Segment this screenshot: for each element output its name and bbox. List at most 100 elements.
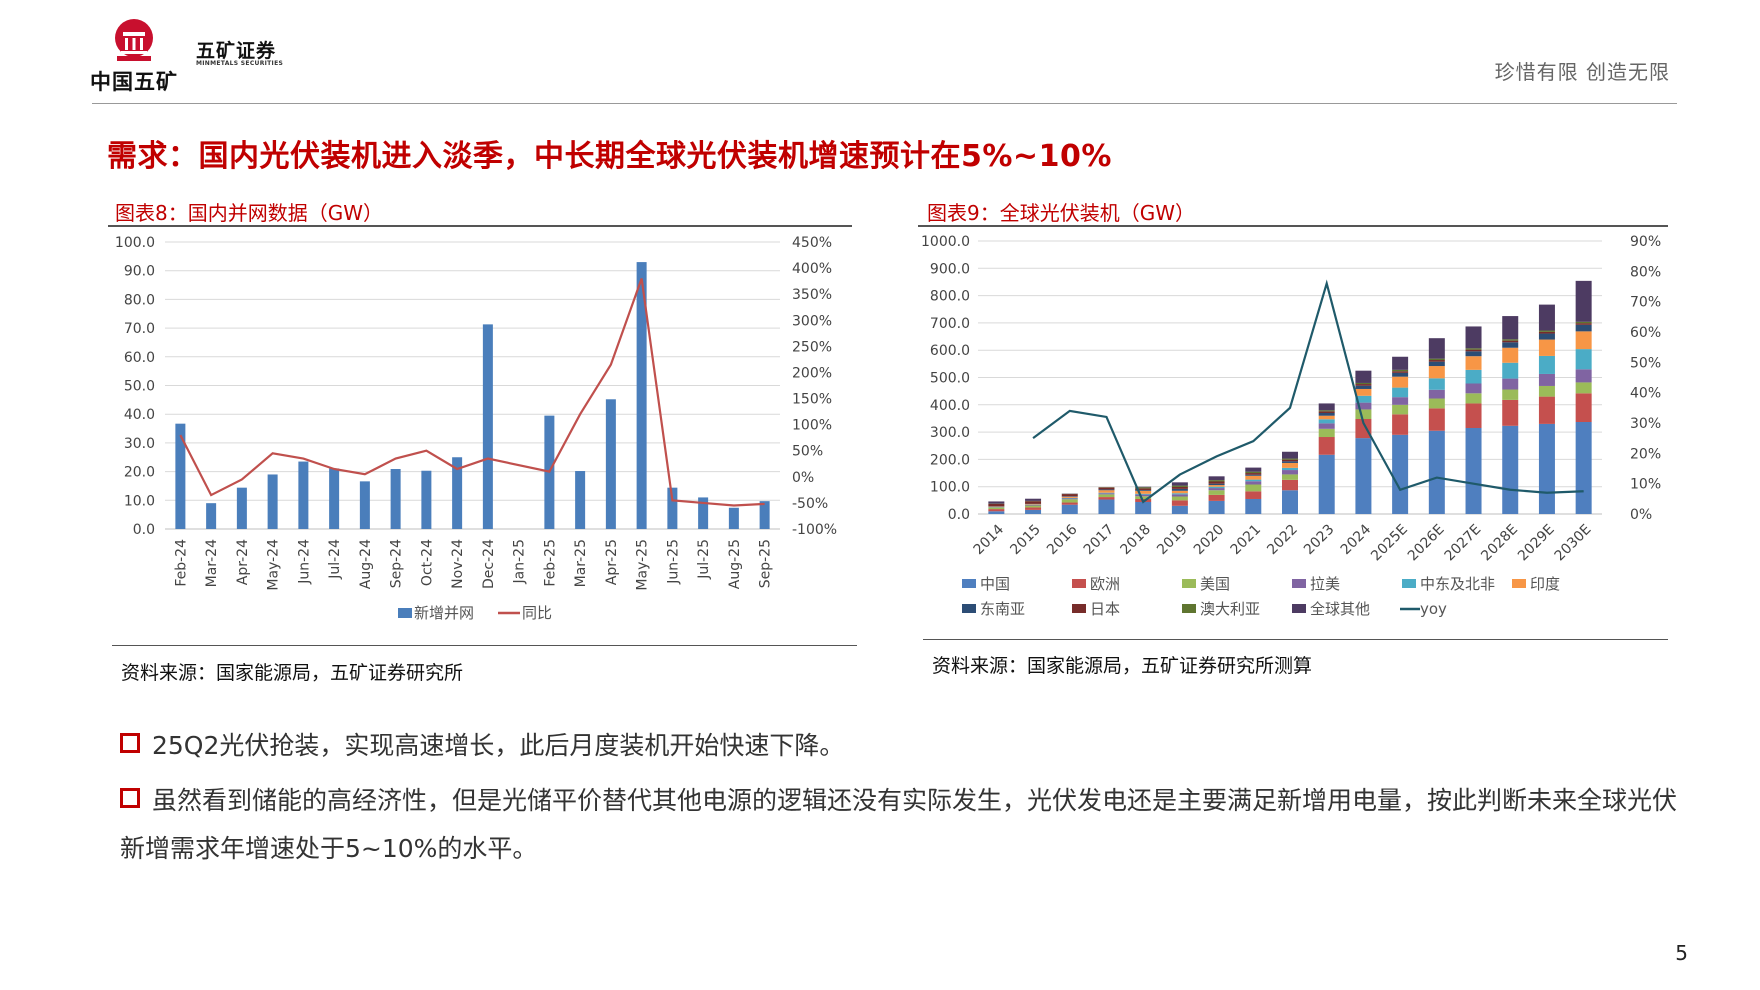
stacked-bar-segment	[1538, 304, 1555, 331]
stacked-bar-segment	[1465, 351, 1482, 357]
bar	[698, 497, 709, 529]
stacked-bar-segment	[1208, 494, 1225, 501]
china-minmetals-logo-icon	[115, 19, 153, 61]
y2-tick-label: 80%	[1630, 264, 1661, 280]
company-name-en: MINMETALS SECURITIES	[196, 60, 284, 67]
y-tick-label: 50.0	[124, 379, 155, 395]
stacked-bar-segment	[1245, 491, 1262, 499]
y2-tick-label: 0%	[1630, 507, 1652, 523]
legend-label: 东南亚	[980, 600, 1025, 618]
stacked-bar-segment	[1098, 490, 1115, 493]
stacked-bar-segment	[1465, 393, 1482, 404]
stacked-bar-segment	[1575, 280, 1592, 322]
bar	[267, 474, 278, 529]
legend-swatch-bar	[398, 608, 412, 618]
x-tick-label: Feb-24	[173, 539, 189, 587]
bar	[390, 469, 401, 529]
stacked-bar-segment	[1392, 404, 1409, 415]
y-tick-label: 200.0	[930, 452, 970, 468]
stacked-bar-segment	[1538, 339, 1555, 356]
x-tick-label: Jul-24	[327, 539, 343, 580]
x-tick-label: Dec-24	[481, 539, 497, 589]
stacked-bar-segment	[1098, 489, 1115, 491]
y-tick-label: 80.0	[124, 292, 155, 308]
y2-tick-label: 90%	[1630, 234, 1661, 250]
stacked-bar-segment	[1355, 418, 1372, 439]
y-tick-label: 0.0	[948, 507, 970, 523]
stacked-bar-segment	[1098, 497, 1115, 500]
bar	[728, 507, 739, 529]
stacked-bar-segment	[1171, 482, 1188, 486]
y2-tick-label: 30%	[1630, 416, 1661, 432]
bar	[605, 399, 616, 529]
y2-tick-label: -100%	[792, 522, 837, 538]
stacked-bar-segment	[1282, 474, 1298, 480]
company-name: 五矿证券	[196, 40, 277, 62]
stacked-bar-segment	[1245, 498, 1262, 514]
y2-tick-label: 40%	[1630, 386, 1661, 402]
bar	[759, 501, 770, 529]
legend-label: 中国	[980, 575, 1010, 593]
legend-label: 中东及北非	[1420, 575, 1495, 593]
stacked-bar-segment	[1135, 501, 1152, 514]
x-tick-label: 2030E	[1552, 522, 1595, 565]
x-tick-label: Aug-24	[358, 539, 374, 589]
x-tick-label: 2021	[1228, 522, 1265, 559]
legend-swatch	[1402, 579, 1416, 588]
stacked-bar-segment	[1208, 485, 1225, 487]
stacked-bar-segment	[1318, 412, 1335, 416]
stacked-bar-segment	[1575, 349, 1592, 370]
stacked-bar-segment	[1282, 451, 1298, 459]
stacked-bar-segment	[1465, 369, 1482, 384]
bar	[421, 470, 432, 529]
stacked-bar-segment	[1098, 499, 1115, 514]
x-tick-label: 2022	[1264, 522, 1301, 559]
stacked-bar-segment	[1502, 425, 1519, 514]
x-tick-label: 2026E	[1405, 522, 1448, 565]
stacked-bar-segment	[1465, 383, 1482, 394]
bullet-item: 25Q2光伏抢装，实现高速增长，此后月度装机开始快速下降。	[120, 722, 1690, 770]
x-tick-label: Feb-25	[542, 539, 558, 587]
stacked-bar-segment	[1171, 490, 1188, 494]
brand-name: 中国五矿	[90, 70, 178, 94]
stacked-bar-segment	[1502, 347, 1519, 363]
stacked-bar-segment	[1575, 393, 1592, 422]
stacked-bar-segment	[1318, 437, 1335, 455]
y-tick-label: 500.0	[930, 371, 970, 387]
stacked-bar-segment	[1025, 504, 1042, 506]
stacked-bar-segment	[1098, 487, 1115, 490]
bar	[359, 481, 370, 529]
legend-label: 同比	[522, 604, 552, 622]
x-tick-label: 2017	[1081, 522, 1118, 559]
x-tick-label: May-25	[635, 539, 651, 591]
legend-label: 印度	[1530, 575, 1560, 593]
stacked-bar-segment	[1135, 496, 1152, 499]
stacked-bar-segment	[1208, 480, 1225, 482]
stacked-bar-segment	[1575, 331, 1592, 350]
stacked-bar-segment	[1282, 470, 1298, 475]
stacked-bar-segment	[1061, 499, 1078, 503]
figure-9-source-rule	[923, 639, 1668, 640]
y2-tick-label: 350%	[792, 287, 832, 303]
stacked-bar-segment	[1575, 323, 1592, 325]
stacked-bar-segment	[1318, 454, 1335, 514]
stacked-bar-segment	[1245, 479, 1262, 482]
legend-label: 拉美	[1310, 575, 1340, 593]
figure-8-source: 资料来源：国家能源局，五矿证券研究所	[121, 662, 464, 684]
stacked-bar-segment	[988, 511, 1005, 514]
stacked-bar-segment	[1538, 423, 1555, 514]
y-tick-label: 900.0	[930, 261, 970, 277]
y-tick-label: 300.0	[930, 425, 970, 441]
x-tick-label: Jan-25	[512, 539, 528, 584]
figure-9-title-rule	[918, 225, 1668, 227]
stacked-bar-segment	[1355, 438, 1372, 514]
stacked-bar-segment	[1428, 366, 1445, 379]
stacked-bar-segment	[1098, 494, 1115, 498]
stacked-bar-segment	[1392, 387, 1409, 398]
stacked-bar-segment	[1025, 498, 1042, 501]
stacked-bar-segment	[1208, 483, 1225, 486]
x-tick-label: Oct-24	[419, 539, 435, 586]
y-tick-label: 20.0	[124, 465, 155, 481]
legend-label: 全球其他	[1310, 600, 1370, 618]
y2-tick-label: 60%	[1630, 325, 1661, 341]
